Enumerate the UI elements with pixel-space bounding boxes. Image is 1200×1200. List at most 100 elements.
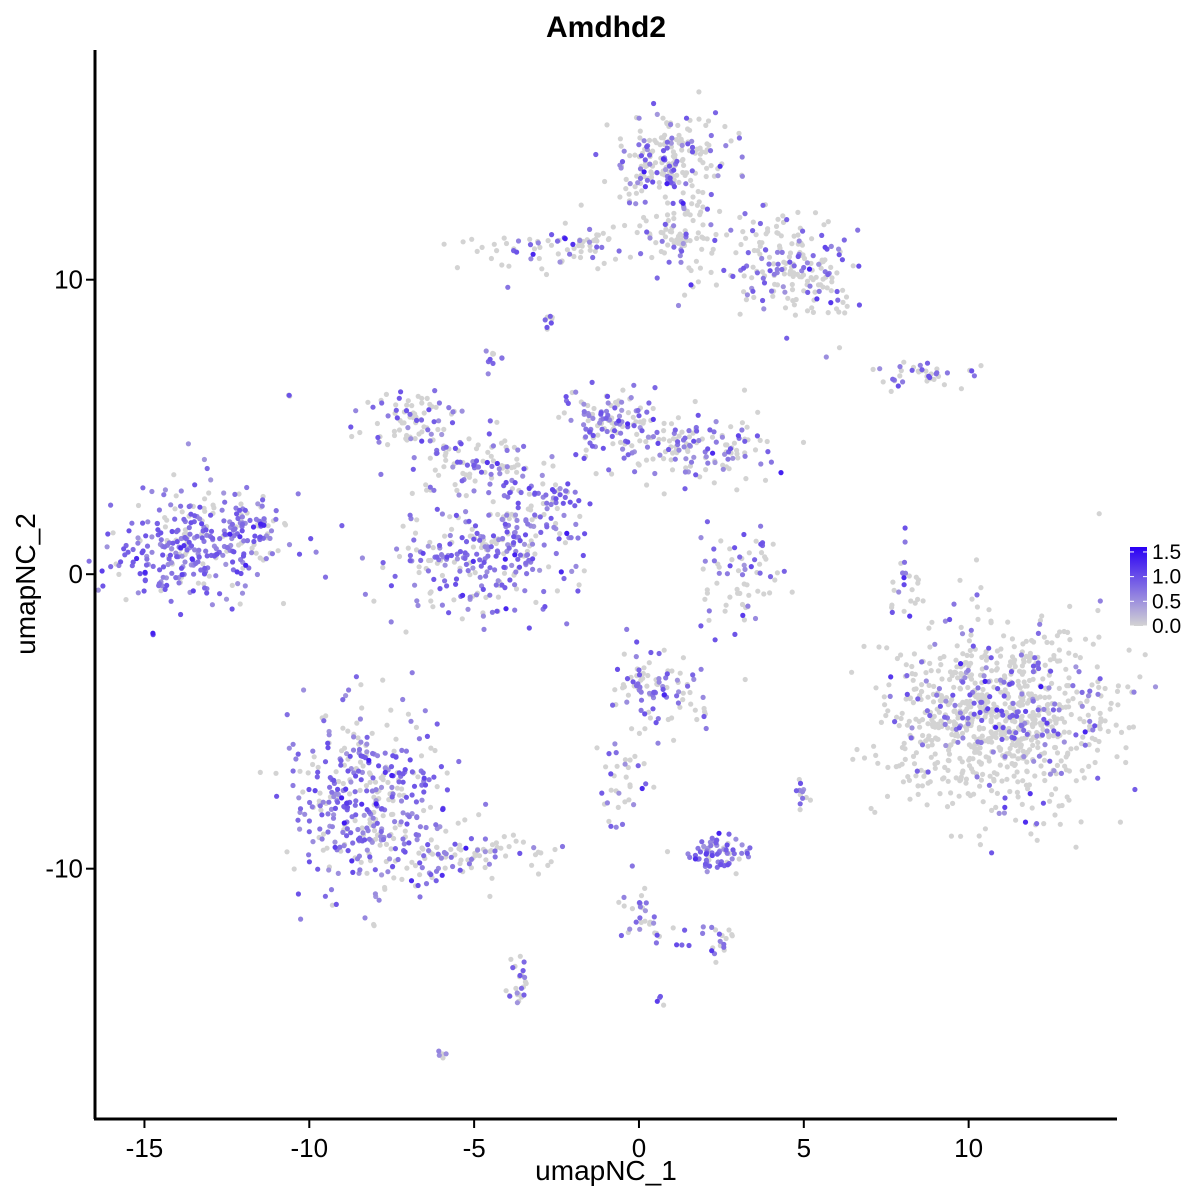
cell-point <box>712 637 718 643</box>
cell-point <box>350 840 356 846</box>
cell-point <box>699 839 705 845</box>
cell-point <box>657 452 663 458</box>
cell-point <box>687 442 693 448</box>
cell-point <box>634 639 640 645</box>
cell-point <box>1073 778 1079 784</box>
cell-point <box>1039 732 1045 738</box>
cell-point <box>149 549 155 555</box>
cell-point <box>398 819 404 825</box>
cell-point <box>885 764 891 771</box>
cell-point <box>355 836 362 843</box>
cell-point <box>1089 735 1095 741</box>
cell-point <box>412 530 419 536</box>
cell-point <box>1096 634 1102 640</box>
cell-point <box>946 747 952 753</box>
cell-point <box>804 308 811 314</box>
cell-point <box>401 420 407 426</box>
cell-point <box>695 188 701 195</box>
cell-point <box>624 676 631 682</box>
cell-point <box>387 856 393 862</box>
cell-point <box>824 285 830 291</box>
cell-point <box>208 528 215 534</box>
cell-point <box>634 173 640 179</box>
cell-point <box>353 812 359 818</box>
cell-point <box>1038 684 1044 690</box>
cell-point <box>336 778 342 785</box>
cell-point <box>355 735 361 741</box>
cell-point <box>646 137 653 143</box>
cell-point <box>411 537 417 543</box>
cell-point <box>178 545 184 551</box>
cell-point <box>721 267 727 273</box>
cell-point <box>975 685 981 691</box>
cell-point <box>564 621 570 627</box>
cell-point <box>980 725 987 732</box>
cell-point <box>255 501 261 507</box>
cell-point <box>480 586 486 593</box>
cell-point <box>362 915 368 921</box>
cell-point <box>930 723 936 730</box>
cell-point <box>495 594 501 600</box>
cell-point <box>332 844 338 850</box>
cell-point <box>697 265 704 271</box>
cell-point <box>563 394 569 400</box>
cell-point <box>369 788 375 794</box>
cell-point <box>710 246 716 252</box>
cell-point <box>482 849 488 855</box>
cell-point <box>578 202 584 208</box>
cell-point <box>576 498 582 504</box>
cell-point <box>466 861 472 867</box>
cell-point <box>329 789 335 795</box>
cell-point <box>712 459 718 466</box>
cell-point <box>1010 712 1016 719</box>
cell-point <box>439 431 445 438</box>
cell-point <box>903 662 909 668</box>
cell-point <box>474 530 480 537</box>
cell-point <box>1014 789 1021 796</box>
cell-point <box>896 723 902 729</box>
cell-point <box>746 550 752 556</box>
cell-point <box>801 288 807 294</box>
cell-point <box>650 416 656 422</box>
x-tick-label: 5 <box>797 1133 811 1163</box>
cell-point <box>682 469 689 475</box>
cell-point <box>703 122 709 128</box>
cell-point <box>1013 730 1019 736</box>
cell-point <box>274 793 280 799</box>
cell-point <box>797 780 804 787</box>
cell-point <box>402 828 408 834</box>
cell-point <box>427 484 433 490</box>
cell-point <box>980 799 986 805</box>
cell-point <box>503 988 509 994</box>
cell-point <box>357 716 363 722</box>
cell-point <box>600 230 606 236</box>
cell-point <box>331 777 337 784</box>
cell-point <box>432 467 438 473</box>
cell-point <box>649 254 655 261</box>
cell-point <box>379 806 385 812</box>
cell-point <box>149 534 155 540</box>
cell-point <box>428 871 434 878</box>
cell-point <box>477 557 483 563</box>
cell-point <box>602 178 608 185</box>
cell-point <box>565 400 571 406</box>
cell-point <box>1096 738 1102 745</box>
cell-point <box>314 774 320 780</box>
cell-point <box>239 528 245 534</box>
cell-point <box>1040 676 1046 682</box>
cell-point <box>997 747 1003 753</box>
cell-point <box>604 122 610 128</box>
cell-point <box>407 558 413 564</box>
cell-point <box>616 413 623 419</box>
cell-point <box>919 783 926 789</box>
cell-point <box>502 521 508 527</box>
cell-point <box>378 828 384 835</box>
cell-point <box>438 855 444 861</box>
cell-point <box>758 541 764 547</box>
cell-point <box>318 807 324 813</box>
y-tick-label: 10 <box>54 265 83 295</box>
cell-point <box>948 790 954 796</box>
cell-point <box>975 739 981 745</box>
cell-point <box>706 608 712 614</box>
cell-point <box>1054 762 1060 769</box>
